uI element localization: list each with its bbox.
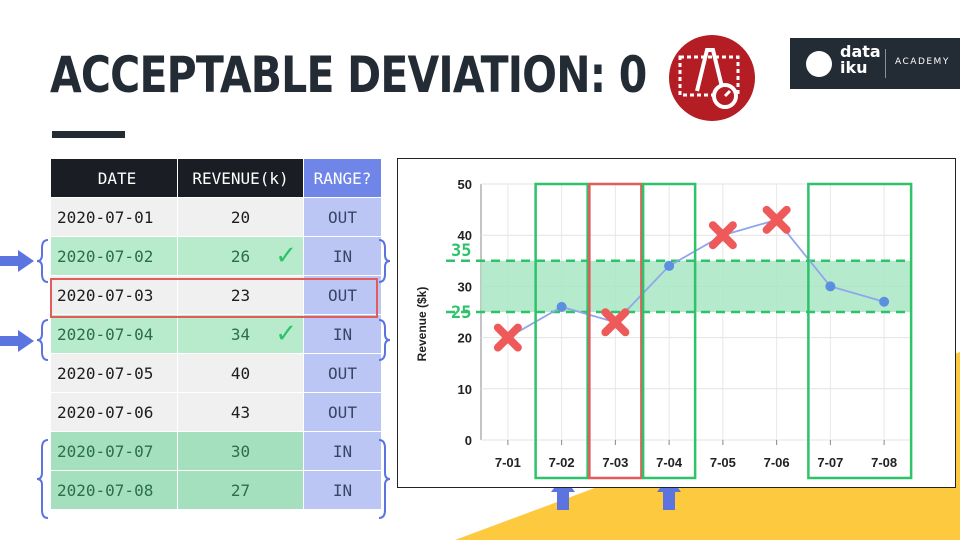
band-high-label: 35 [451,241,471,261]
y-tick-label: 20 [458,331,472,346]
in-range-highlight-box [534,182,589,480]
x-tick-label: 7-08 [871,455,897,470]
revenue-value: 27 [230,480,251,500]
table-header-row: DATE REVENUE(k) RANGE? [50,158,382,198]
x-tick-label: 7-07 [817,455,843,470]
y-tick-label: 10 [458,382,472,397]
cell-date: 2020-07-06 [50,392,178,432]
checkmark-icon: ✓ [275,319,297,349]
header-revenue: REVENUE(k) [177,158,304,198]
table-row: 2020-07-05 40 OUT [50,353,382,393]
cell-date: 2020-07-05 [50,353,178,393]
x-tick-label: 7-02 [549,455,575,470]
out-of-range-x-marker [601,308,630,337]
cell-revenue: 20 [177,197,304,237]
cell-date: 2020-07-02 [50,236,178,276]
revenue-value: 34 [230,324,251,344]
y-tick-label: 30 [458,279,472,294]
data-point [556,301,567,312]
highlighted-row-box [50,278,378,318]
cell-range: IN [303,470,382,510]
data-point [879,296,890,307]
out-of-range-x-marker [708,221,737,250]
x-tick-label: 7-06 [764,455,790,470]
cell-revenue: 27 [177,470,304,510]
cell-revenue: 40 [177,353,304,393]
revenue-table: DATE REVENUE(k) RANGE? 2020-07-01 20 OUT 20… [50,158,382,510]
cell-revenue: 43 [177,392,304,432]
out-of-range-x-marker [493,323,522,352]
x-marker-stroke [601,308,630,337]
band-low-label: 25 [451,303,471,323]
dataiku-academy-logo: data iku ACADEMY [790,38,960,89]
brand-name: data iku [840,42,881,77]
slide-title: ACCEPTABLE DEVIATION: 0 [50,46,647,104]
data-point [664,260,675,271]
x-marker-stroke [762,205,791,234]
cell-revenue: 30 [177,431,304,471]
revenue-value: 40 [230,363,251,383]
x-tick-label: 7-03 [602,455,628,470]
revenue-value: 23 [230,285,251,305]
cell-range: IN [303,431,382,471]
y-tick-label: 50 [458,177,472,192]
brand-subtitle: ACADEMY [895,57,950,67]
table-row: 2020-07-03 23 OUT [50,275,382,315]
cell-revenue: 34 ✓ [177,314,304,354]
in-range-highlight-box [807,182,913,480]
x-marker-stroke [708,221,737,250]
cell-range: IN [303,236,382,276]
x-tick-label: 7-05 [710,455,736,470]
header-date: DATE [50,158,178,198]
cell-range: OUT [303,392,382,432]
table-row: 2020-07-06 43 OUT [50,392,382,432]
cell-range: OUT [303,197,382,237]
in-range-highlight-box [641,182,697,480]
out-of-range-x-marker [762,205,791,234]
brand-name-line1: data [840,42,881,61]
dataiku-bird-icon [806,51,832,77]
cell-date: 2020-07-07 [50,431,178,471]
cell-range: OUT [303,275,382,315]
brand-separator [885,49,886,78]
checkmark-icon: ✓ [275,241,297,271]
y-tick-label: 40 [458,228,472,243]
y-tick-label: 0 [465,433,472,448]
data-point [825,281,836,292]
x-tick-label: 7-01 [495,455,521,470]
table-row: 2020-07-01 20 OUT [50,197,382,237]
revenue-value: 30 [230,441,251,461]
cell-date: 2020-07-08 [50,470,178,510]
title-underline [52,131,125,138]
out-of-range-highlight-box [588,182,643,480]
cell-date: 2020-07-03 [50,275,178,315]
revenue-value: 26 [230,246,251,266]
revenue-value: 43 [230,402,251,422]
revenue-value: 20 [230,207,251,227]
header-range: RANGE? [303,158,382,198]
x-marker-stroke [493,323,522,352]
cell-revenue: 26 ✓ [177,236,304,276]
cell-range: IN [303,314,382,354]
cell-date: 2020-07-04 [50,314,178,354]
x-tick-label: 7-04 [656,455,683,470]
brand-name-line2: iku [840,58,868,77]
table-row: 2020-07-08 27 IN [50,470,382,510]
chart-frame [397,158,956,488]
cell-date: 2020-07-01 [50,197,178,237]
y-axis-label: Revenue ($k) [415,287,429,362]
table-row: 2020-07-07 30 IN [50,431,382,471]
table-row: 2020-07-04 34 ✓ IN [50,314,382,354]
table-row: 2020-07-02 26 ✓ IN [50,236,382,276]
cell-revenue: 23 [177,275,304,315]
deviation-gauge-icon [669,35,755,121]
